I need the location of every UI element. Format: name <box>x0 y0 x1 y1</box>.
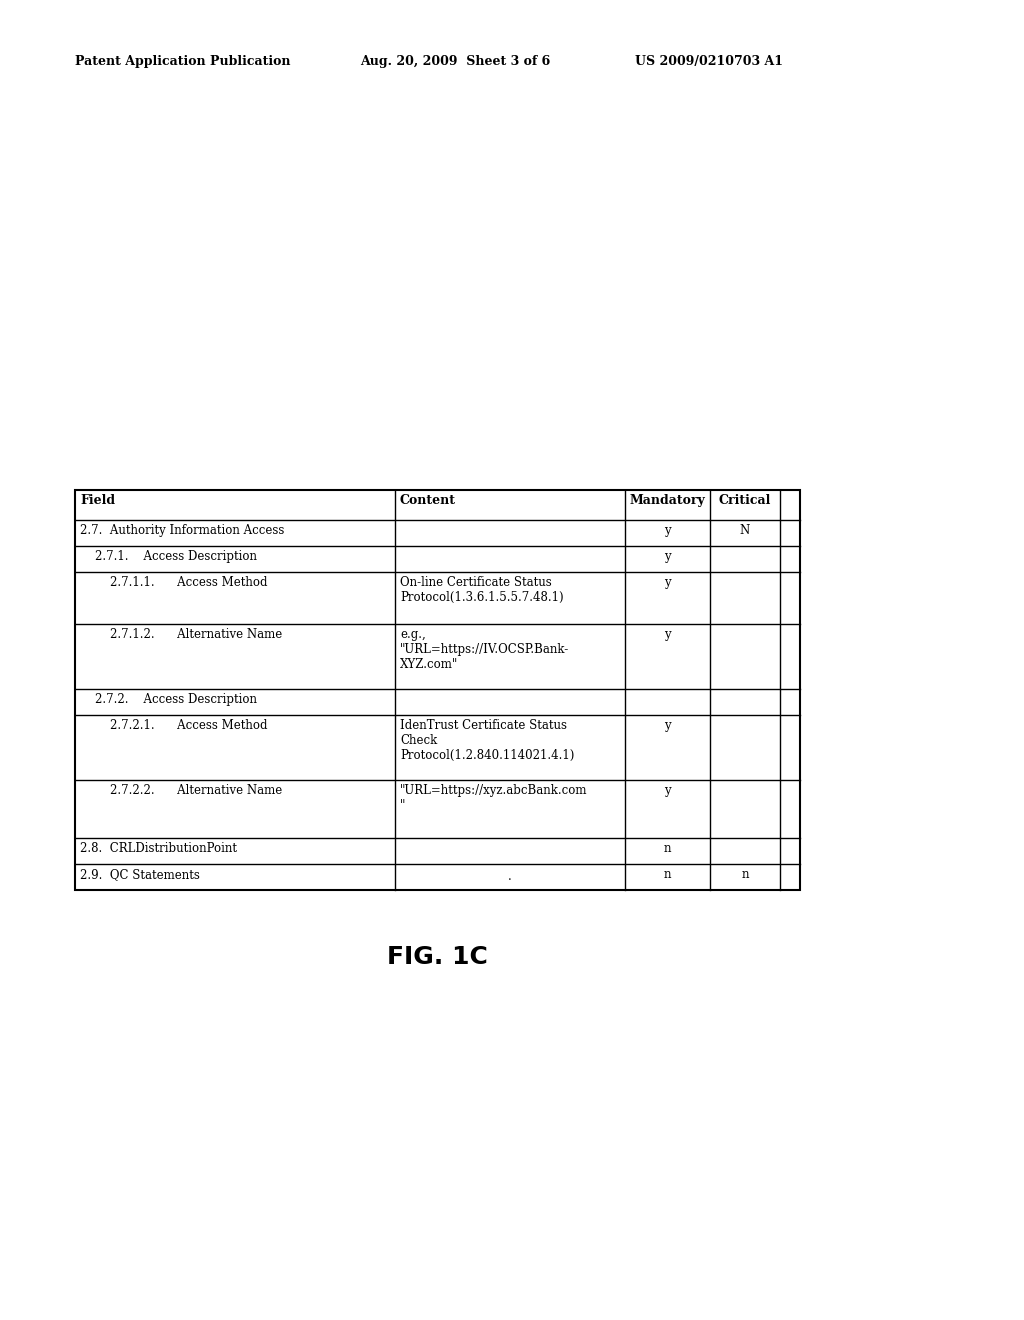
Text: 2.7.1.2.      Alternative Name: 2.7.1.2. Alternative Name <box>80 628 283 642</box>
Text: n: n <box>664 842 672 855</box>
Text: y: y <box>665 524 671 537</box>
Text: y: y <box>665 628 671 642</box>
Text: y: y <box>665 550 671 564</box>
Text: 2.7.1.    Access Description: 2.7.1. Access Description <box>80 550 257 564</box>
Text: FIG. 1C: FIG. 1C <box>387 945 488 969</box>
Text: n: n <box>664 869 672 880</box>
Text: IdenTrust Certificate Status
Check
Protocol(1.2.840.114021.4.1): IdenTrust Certificate Status Check Proto… <box>400 719 574 762</box>
Text: 2.8.  CRLDistributionPoint: 2.8. CRLDistributionPoint <box>80 842 237 855</box>
Text: Content: Content <box>400 494 456 507</box>
Text: N: N <box>740 524 751 537</box>
Text: y: y <box>665 719 671 733</box>
Text: 2.7.  Authority Information Access: 2.7. Authority Information Access <box>80 524 285 537</box>
Text: Mandatory: Mandatory <box>630 494 706 507</box>
Text: y: y <box>665 576 671 589</box>
Text: US 2009/0210703 A1: US 2009/0210703 A1 <box>635 55 783 69</box>
Text: Critical: Critical <box>719 494 771 507</box>
Text: .: . <box>508 870 512 883</box>
Text: On-line Certificate Status
Protocol(1.3.6.1.5.5.7.48.1): On-line Certificate Status Protocol(1.3.… <box>400 576 563 605</box>
Text: 2.7.2.2.      Alternative Name: 2.7.2.2. Alternative Name <box>80 784 283 797</box>
Text: e.g.,
"URL=https://IV.OCSP.Bank-
XYZ.com": e.g., "URL=https://IV.OCSP.Bank- XYZ.com… <box>400 628 569 671</box>
Text: "URL=https://xyz.abcBank.com
": "URL=https://xyz.abcBank.com " <box>400 784 588 812</box>
Text: Aug. 20, 2009  Sheet 3 of 6: Aug. 20, 2009 Sheet 3 of 6 <box>360 55 550 69</box>
Text: Patent Application Publication: Patent Application Publication <box>75 55 291 69</box>
Text: 2.7.1.1.      Access Method: 2.7.1.1. Access Method <box>80 576 267 589</box>
Bar <box>75 490 800 890</box>
Text: 2.7.2.    Access Description: 2.7.2. Access Description <box>80 693 257 706</box>
Text: 2.9.  QC Statements: 2.9. QC Statements <box>80 869 200 880</box>
Text: y: y <box>665 784 671 797</box>
Text: 2.7.2.1.      Access Method: 2.7.2.1. Access Method <box>80 719 267 733</box>
Text: Field: Field <box>80 494 115 507</box>
Text: n: n <box>741 869 749 880</box>
